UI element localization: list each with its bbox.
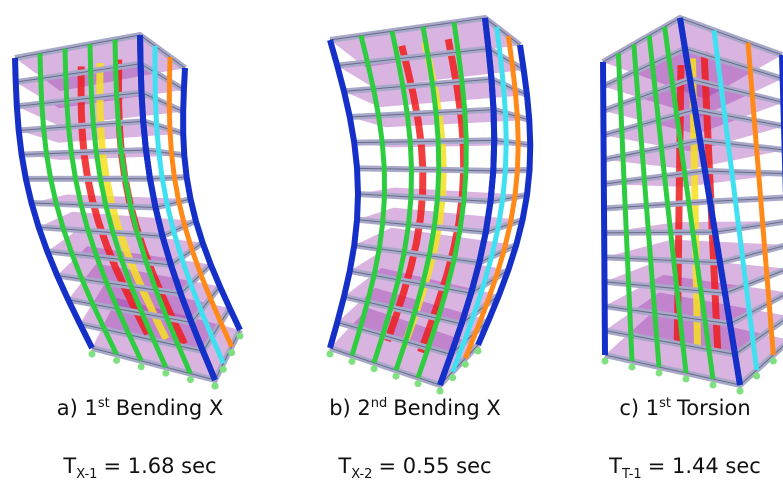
support [737,388,744,395]
support [220,366,227,373]
caption: b) 2nd Bending X [285,396,545,420]
support [656,370,663,377]
period-symbol: T [609,454,622,478]
support [228,349,235,356]
support [327,351,334,358]
caption-sup: st [659,396,671,411]
caption-label: c) 1 [619,396,659,420]
support [475,348,482,355]
support [602,358,609,365]
figure: a) 1stBending X TX-1= 1.68 sec b) 2ndBen… [0,0,783,488]
period: TT-1 = 1.44 sec [555,454,783,482]
caption: a) 1st Bending X [10,396,270,420]
support [237,333,244,340]
support [683,376,690,383]
support [349,358,356,365]
support [437,388,444,395]
support [393,373,400,380]
period: TX-2 = 0.55 sec [285,454,545,482]
period-sub: X-1 [76,467,97,482]
period-symbol: T [338,454,351,478]
caption-sup: st [98,396,110,411]
period-symbol: T [63,454,76,478]
caption-text: Torsion [677,396,751,420]
support [162,370,169,377]
support [89,351,96,358]
caption-text: Bending X [393,396,501,420]
column [603,62,605,355]
mode-shapes [0,0,783,400]
caption: c) 1st Torsion [555,396,783,420]
support [753,373,760,380]
support [371,365,378,372]
caption-sup: nd [371,396,388,411]
support [629,364,636,371]
period-sub: T-1 [622,467,642,482]
caption-text: Bending X [116,396,224,420]
support [187,376,194,383]
period-sub: X-2 [351,467,372,482]
support [462,361,469,368]
period-value: = 1.68 sec [103,454,216,478]
support [138,363,145,370]
period-value: = 1.44 sec [648,454,761,478]
support [415,380,422,387]
caption-label: a) 1 [57,396,98,420]
period-value: = 0.55 sec [378,454,491,478]
period: TX-1 = 1.68 sec [10,454,270,482]
support [710,382,717,389]
support [449,374,456,381]
support [113,357,120,364]
caption-label: b) 2 [329,396,371,420]
support [212,383,219,390]
support [770,358,777,365]
